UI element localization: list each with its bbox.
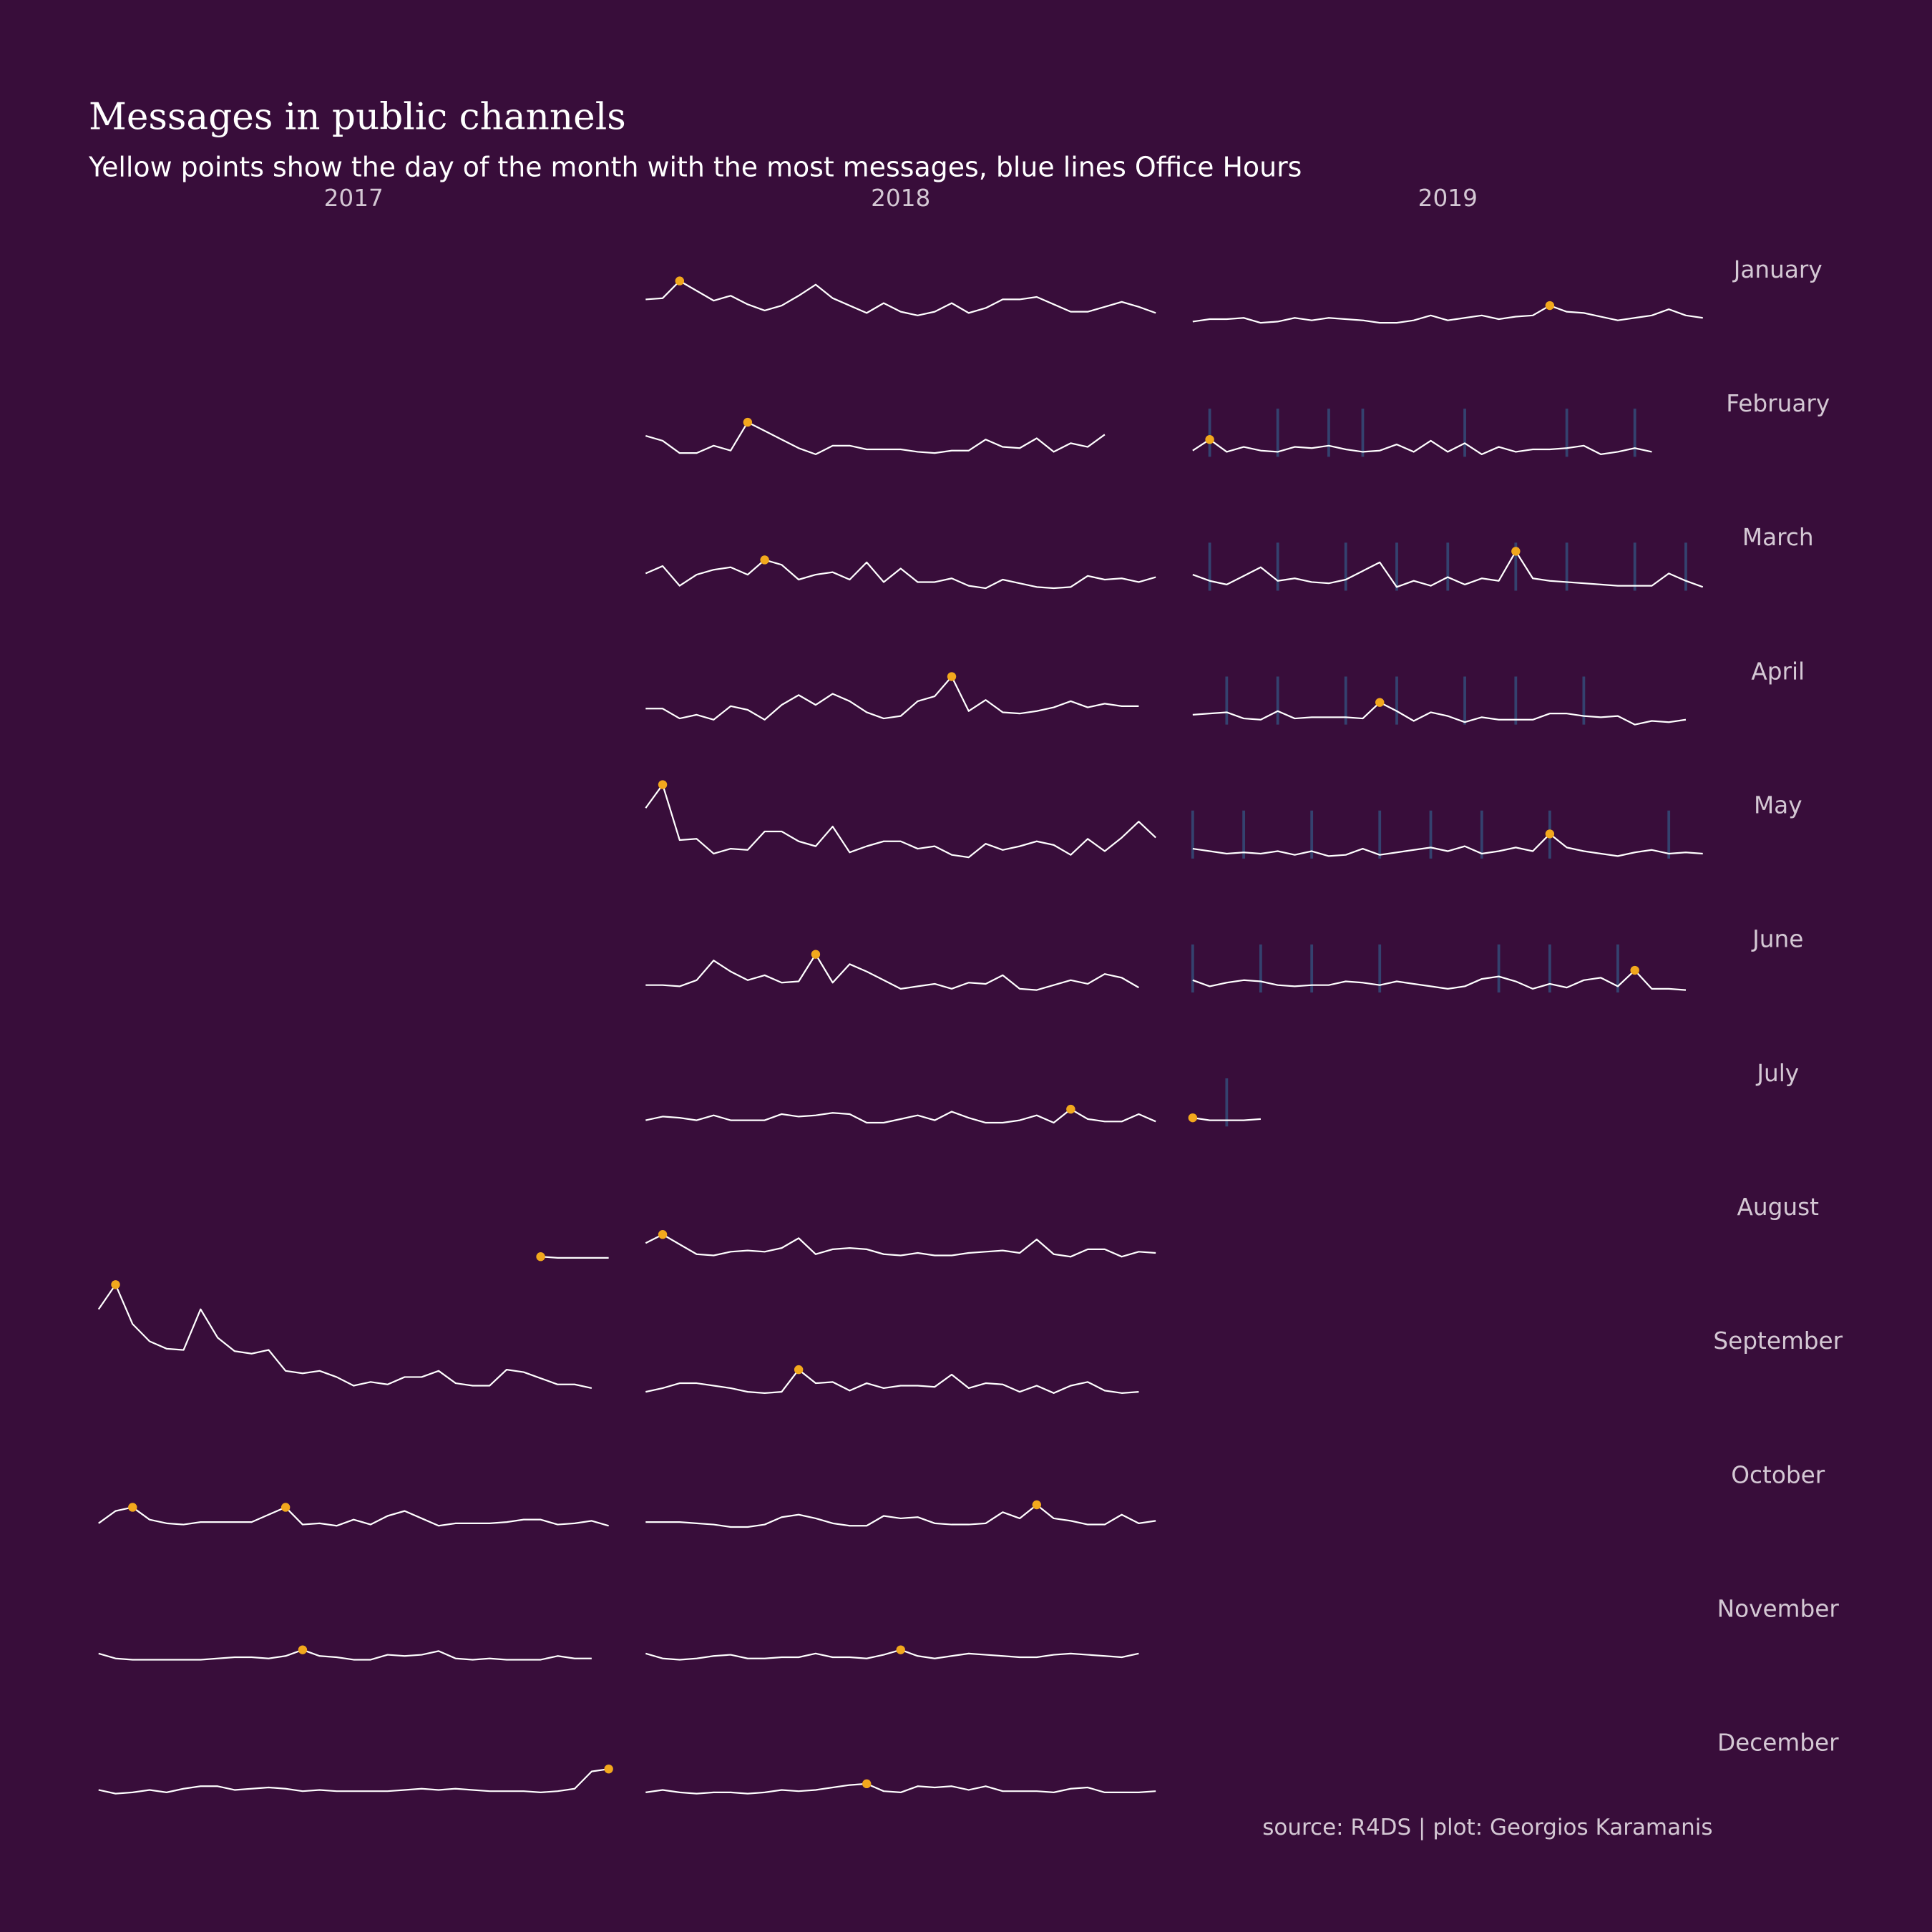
message-line (645, 1782, 1156, 1795)
max-day-point (1066, 1104, 1075, 1114)
month-label: September (1713, 1327, 1843, 1355)
message-line (645, 421, 1106, 455)
max-day-point (743, 417, 753, 427)
message-line (1192, 439, 1652, 455)
max-day-point (658, 1230, 668, 1239)
message-line (1192, 833, 1703, 857)
max-day-point (1375, 698, 1385, 707)
max-day-point (675, 276, 685, 286)
message-line (1192, 969, 1687, 991)
month-label: November (1717, 1596, 1840, 1623)
message-line (97, 1284, 592, 1390)
month-label: January (1732, 256, 1823, 283)
message-line (98, 1768, 609, 1795)
max-day-point (1032, 1500, 1042, 1510)
max-day-point (298, 1645, 308, 1654)
max-day-point (280, 1503, 291, 1512)
month-label: August (1737, 1194, 1820, 1221)
max-day-point (1205, 435, 1214, 444)
month-label: April (1751, 658, 1805, 685)
chart-caption: source: R4DS | plot: Georgios Karamanis (1262, 1815, 1712, 1840)
max-day-point (811, 950, 821, 959)
message-line (1192, 1117, 1261, 1121)
message-line (98, 1649, 592, 1661)
month-label: July (1755, 1060, 1799, 1087)
chart-title: Messages in public channels (89, 96, 626, 139)
message-line (645, 1234, 1156, 1258)
message-line (645, 280, 1156, 316)
max-day-point (1545, 301, 1555, 311)
message-line (645, 784, 1156, 859)
message-line (98, 1506, 609, 1527)
max-day-point (1511, 547, 1521, 556)
max-day-point (862, 1779, 872, 1789)
message-line (1192, 304, 1703, 324)
message-line (645, 1368, 1139, 1394)
message-line (645, 559, 1156, 590)
month-label: February (1726, 390, 1830, 417)
max-day-point (1188, 1113, 1198, 1123)
month-label: May (1754, 792, 1802, 819)
max-day-point (947, 672, 957, 681)
max-day-point (128, 1503, 137, 1512)
year-label: 2018 (871, 185, 930, 212)
max-day-point (896, 1645, 905, 1654)
message-line (1192, 550, 1704, 588)
max-day-point (536, 1252, 545, 1262)
month-label: March (1742, 524, 1814, 551)
year-label: 2019 (1418, 185, 1478, 212)
month-label: October (1731, 1461, 1825, 1488)
max-day-point (1630, 965, 1639, 975)
chart-subtitle: Yellow points show the day of the month … (88, 151, 1302, 182)
message-line (645, 953, 1139, 991)
month-label: December (1717, 1729, 1839, 1757)
max-day-point (111, 1280, 120, 1289)
max-day-point (1545, 829, 1555, 839)
max-day-point (760, 555, 769, 565)
message-line (645, 1503, 1156, 1528)
max-day-point (658, 780, 668, 789)
month-label: June (1751, 926, 1803, 953)
message-line (540, 1256, 609, 1259)
year-label: 2017 (324, 185, 384, 212)
max-day-point (604, 1764, 613, 1774)
max-day-point (794, 1365, 804, 1375)
message-line (1192, 701, 1687, 726)
message-line (645, 675, 1139, 721)
message-line (645, 1649, 1139, 1661)
